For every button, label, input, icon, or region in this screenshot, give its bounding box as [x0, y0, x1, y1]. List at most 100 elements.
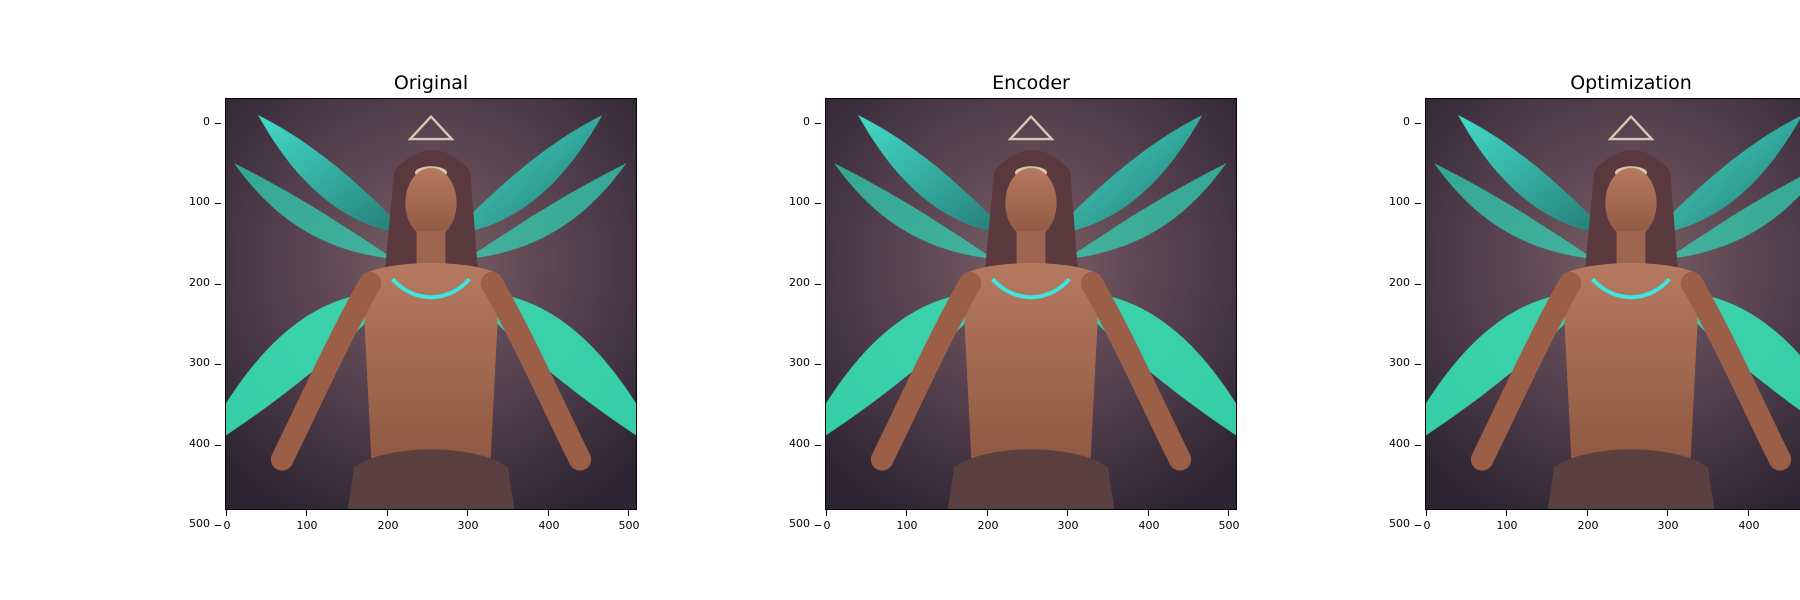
tick-mark — [1415, 364, 1421, 365]
x-tick: 0 — [1412, 510, 1442, 534]
tick-mark — [306, 510, 307, 516]
x-tick: 0 — [812, 510, 842, 534]
y-tick: 0 — [1200, 115, 1421, 128]
y-tick: 300 — [600, 356, 821, 369]
y-tick: 400 — [1200, 437, 1421, 450]
x-tick-label: 300 — [1057, 519, 1079, 532]
x-tick: 300 — [1653, 510, 1683, 534]
image-axes — [225, 98, 637, 510]
portrait-image — [1426, 99, 1800, 509]
tick-mark — [815, 123, 821, 124]
tick-mark — [548, 510, 549, 516]
x-tick: 400 — [1134, 510, 1164, 534]
tick-mark — [628, 510, 629, 516]
y-tick-label: 300 — [1389, 356, 1410, 369]
tick-mark — [815, 284, 821, 285]
image-axes — [825, 98, 1237, 510]
x-tick-label: 0 — [823, 519, 831, 532]
tick-mark — [815, 445, 821, 446]
x-tick-label: 0 — [1423, 519, 1431, 532]
portrait-image — [826, 99, 1236, 509]
tick-mark — [1415, 284, 1421, 285]
tick-mark — [1426, 510, 1427, 516]
y-tick-label: 100 — [1389, 195, 1410, 208]
y-tick: 400 — [600, 437, 821, 450]
x-tick-label: 100 — [1496, 519, 1518, 532]
y-tick: 300 — [0, 356, 221, 369]
tick-mark — [215, 203, 221, 204]
x-tick-label: 100 — [896, 519, 918, 532]
y-tick: 500 — [600, 517, 821, 530]
y-tick-label: 300 — [789, 356, 810, 369]
x-tick-label: 300 — [457, 519, 479, 532]
tick-mark — [1748, 510, 1749, 516]
tick-mark — [815, 203, 821, 204]
x-tick: 300 — [1053, 510, 1083, 534]
y-tick-label: 500 — [1389, 517, 1410, 530]
x-tick: 100 — [892, 510, 922, 534]
y-tick: 200 — [0, 276, 221, 289]
y-tick-label: 200 — [789, 276, 810, 289]
panel-title: Encoder — [992, 72, 1070, 94]
tick-mark — [1415, 525, 1421, 526]
y-tick: 100 — [1200, 195, 1421, 208]
tick-mark — [1587, 510, 1588, 516]
tick-mark — [1148, 510, 1149, 516]
y-tick-label: 400 — [789, 437, 810, 450]
y-tick-label: 200 — [1389, 276, 1410, 289]
y-tick-label: 0 — [203, 115, 210, 128]
x-tick-label: 400 — [538, 519, 560, 532]
tick-mark — [215, 284, 221, 285]
y-tick-label: 0 — [803, 115, 810, 128]
x-tick: 400 — [1734, 510, 1764, 534]
tick-mark — [215, 364, 221, 365]
tick-mark — [1415, 123, 1421, 124]
x-tick-label: 200 — [1577, 519, 1599, 532]
portrait-image — [226, 99, 636, 509]
y-tick: 100 — [0, 195, 221, 208]
x-tick: 200 — [973, 510, 1003, 534]
panel-encoder: Encoder — [600, 0, 1240, 600]
y-tick: 200 — [600, 276, 821, 289]
y-tick-label: 400 — [189, 437, 210, 450]
x-tick: 100 — [1492, 510, 1522, 534]
tick-mark — [815, 364, 821, 365]
tick-mark — [1667, 510, 1668, 516]
x-tick: 200 — [1573, 510, 1603, 534]
x-tick-label: 200 — [977, 519, 999, 532]
y-tick-label: 200 — [189, 276, 210, 289]
y-tick: 200 — [1200, 276, 1421, 289]
y-tick: 100 — [600, 195, 821, 208]
tick-mark — [1506, 510, 1507, 516]
tick-mark — [215, 123, 221, 124]
x-tick-label: 500 — [618, 519, 640, 532]
tick-mark — [215, 525, 221, 526]
y-tick: 500 — [0, 517, 221, 530]
y-tick: 0 — [0, 115, 221, 128]
panel-original: Original — [0, 0, 640, 600]
tick-mark — [815, 525, 821, 526]
panel-optimization: Optimization — [1200, 0, 1800, 600]
x-tick-label: 300 — [1657, 519, 1679, 532]
tick-mark — [1067, 510, 1068, 516]
y-tick: 500 — [1200, 517, 1421, 530]
y-tick: 300 — [1200, 356, 1421, 369]
y-tick: 0 — [600, 115, 821, 128]
x-tick: 200 — [373, 510, 403, 534]
y-tick: 400 — [0, 437, 221, 450]
x-tick-label: 400 — [1738, 519, 1760, 532]
x-tick-label: 400 — [1138, 519, 1160, 532]
y-tick-label: 400 — [1389, 437, 1410, 450]
tick-mark — [226, 510, 227, 516]
y-tick-label: 0 — [1403, 115, 1410, 128]
tick-mark — [826, 510, 827, 516]
tick-mark — [1415, 445, 1421, 446]
panel-title: Original — [393, 72, 469, 94]
panel-title: Optimization — [1570, 72, 1692, 94]
tick-mark — [467, 510, 468, 516]
tick-mark — [987, 510, 988, 516]
x-tick: 400 — [534, 510, 564, 534]
y-tick-label: 500 — [789, 517, 810, 530]
y-tick-label: 300 — [189, 356, 210, 369]
